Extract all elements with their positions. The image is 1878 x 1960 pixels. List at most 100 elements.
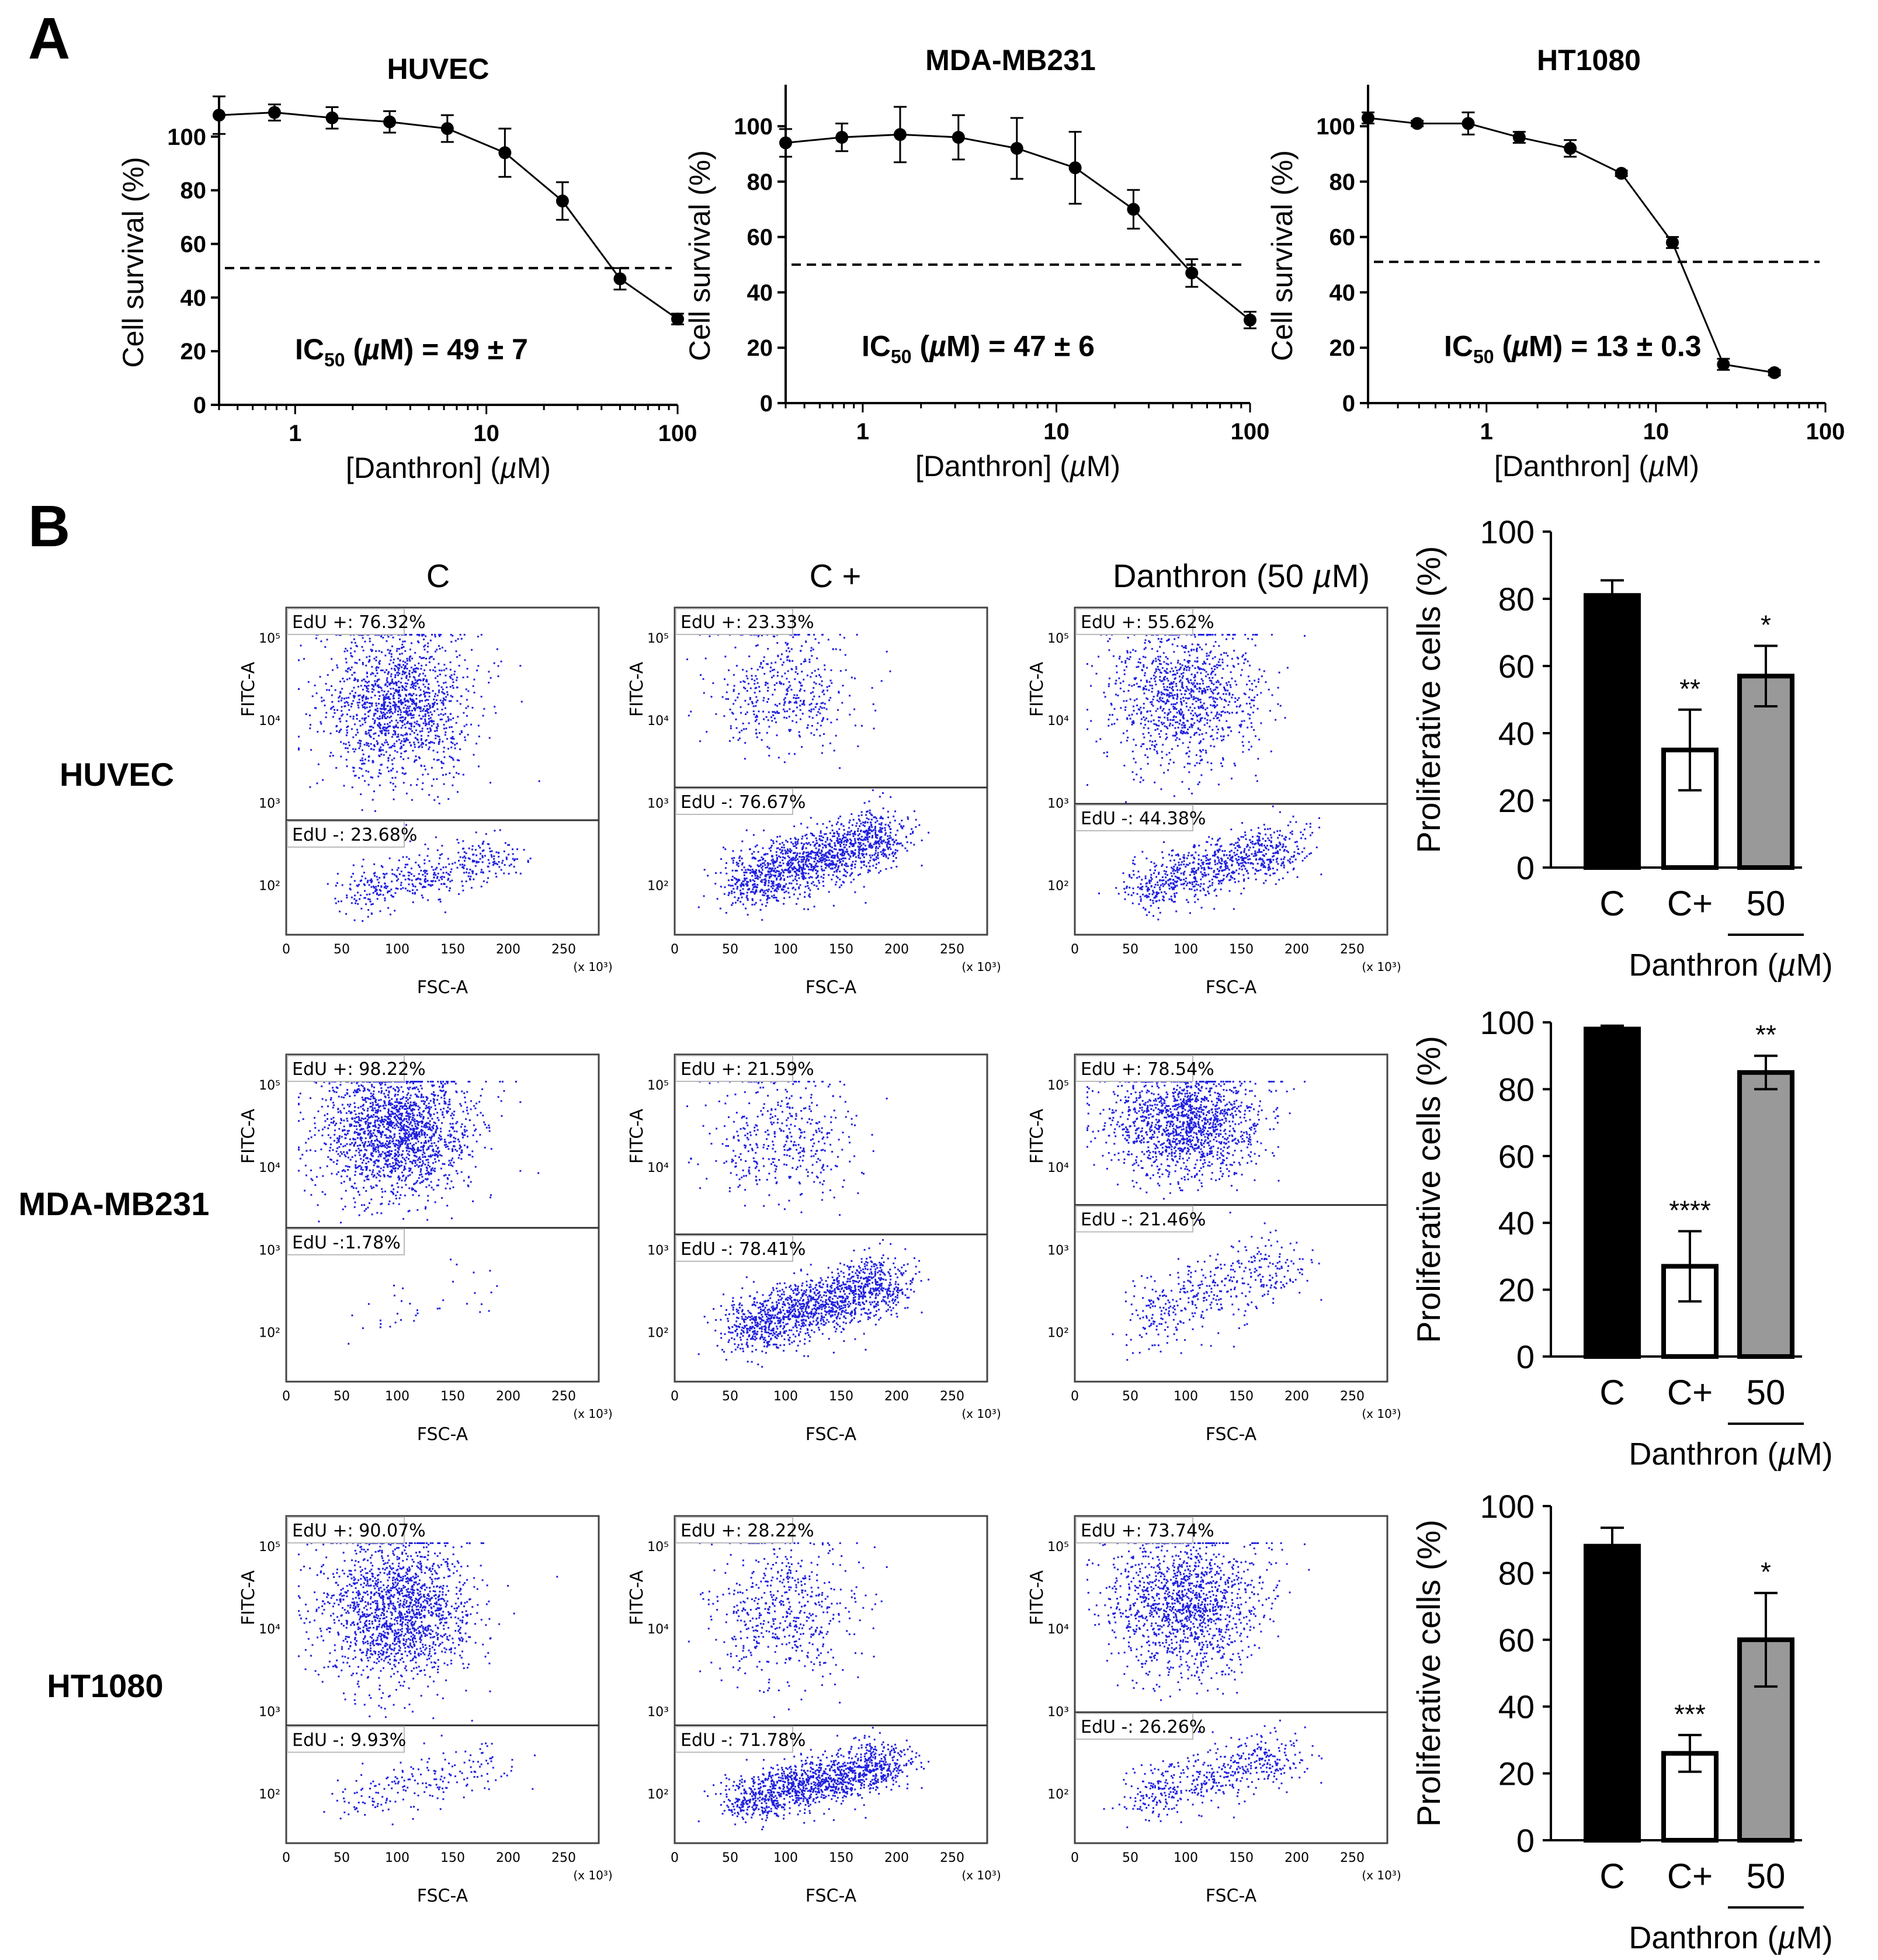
flow-dot xyxy=(854,724,856,727)
flow-dot xyxy=(450,695,452,697)
flow-dot xyxy=(1258,849,1260,851)
flow-dot xyxy=(400,755,402,758)
flow-dot xyxy=(763,854,765,856)
flow-dot xyxy=(445,696,447,698)
flow-dot xyxy=(787,887,789,889)
flow-dot xyxy=(1149,710,1151,712)
flow-dot xyxy=(477,665,480,667)
flow-dot xyxy=(761,889,763,891)
flow-dot xyxy=(429,730,432,732)
flow-dot xyxy=(358,747,360,750)
flow-dot xyxy=(353,638,355,640)
flow-dot xyxy=(1155,895,1158,897)
flow-dot xyxy=(754,692,756,694)
flow-dot xyxy=(1157,884,1159,886)
flow-dot xyxy=(421,727,423,730)
flow-dot xyxy=(754,679,756,682)
flow-dot xyxy=(372,684,374,686)
flow-dot xyxy=(850,873,852,875)
flow-dot xyxy=(794,868,797,870)
flow-dot xyxy=(704,657,707,660)
flow-dot xyxy=(895,843,898,845)
flow-dot xyxy=(298,748,300,751)
flow-dot xyxy=(443,727,446,730)
flow-dot xyxy=(850,881,852,883)
flow-dot xyxy=(401,716,403,718)
flow-dot xyxy=(797,841,799,843)
ic50-annotation: IC50 (µM) = 47 ± 6 xyxy=(862,329,1095,367)
flow-dot xyxy=(331,669,334,671)
flow-dot xyxy=(759,863,762,866)
flow-dot xyxy=(793,893,796,896)
flow-dot xyxy=(1248,717,1251,720)
flow-dot xyxy=(1256,780,1258,782)
flow-dot xyxy=(1243,865,1245,868)
flow-dot xyxy=(331,694,333,696)
flow-dot xyxy=(817,879,820,882)
flow-dot xyxy=(370,743,372,745)
flow-dot xyxy=(807,866,810,868)
flow-dot xyxy=(362,749,364,751)
flow-dot xyxy=(411,714,413,716)
flow-dot xyxy=(1133,873,1135,876)
flow-dot xyxy=(1178,869,1180,871)
flow-dot xyxy=(363,883,365,886)
flow-dot xyxy=(766,663,769,665)
flow-dot xyxy=(800,650,802,652)
flow-dot xyxy=(1245,702,1248,705)
flow-dot xyxy=(1283,838,1285,840)
flow-dot xyxy=(465,871,467,873)
flow-dot xyxy=(394,665,397,667)
flow-dot xyxy=(390,708,392,710)
x-tick-label: 200 xyxy=(496,942,520,957)
flow-dot xyxy=(392,636,394,639)
flow-dot xyxy=(874,852,877,854)
flow-dot xyxy=(409,699,412,701)
flow-dot xyxy=(409,634,411,636)
flow-dot xyxy=(846,841,848,844)
flow-dot xyxy=(852,832,854,835)
flow-dot xyxy=(1163,899,1165,901)
flow-dot xyxy=(783,869,786,871)
flow-dot xyxy=(736,887,738,890)
flow-dot xyxy=(413,671,415,673)
flow-dot xyxy=(1160,691,1162,693)
flow-dot xyxy=(379,660,381,662)
flow-dot xyxy=(407,713,409,716)
flow-dot xyxy=(723,847,725,849)
flow-dot xyxy=(1191,643,1193,646)
flow-dot xyxy=(441,876,443,878)
flow-dot xyxy=(870,856,872,859)
flow-dot xyxy=(423,880,426,883)
flow-dot xyxy=(1255,842,1257,845)
flow-dot xyxy=(359,767,361,769)
flow-dot xyxy=(419,878,422,880)
flow-dot xyxy=(443,756,446,758)
flow-dot xyxy=(783,872,785,874)
flow-dot xyxy=(780,852,782,854)
flow-dot xyxy=(403,740,405,743)
flow-dot xyxy=(907,818,910,820)
flow-dot xyxy=(915,826,917,828)
flow-dot xyxy=(1186,882,1189,884)
flow-dot xyxy=(822,854,824,856)
flow-dot xyxy=(819,734,821,737)
flow-dot xyxy=(878,843,880,845)
flow-dot xyxy=(389,706,391,708)
flow-dot xyxy=(783,699,785,701)
flow-dot xyxy=(379,695,381,697)
flow-dot xyxy=(385,727,387,730)
flow-dot xyxy=(822,744,824,747)
flow-dot xyxy=(773,896,776,899)
flow-dot xyxy=(897,842,899,844)
flow-dot xyxy=(372,799,374,801)
flow-dot xyxy=(898,823,901,825)
flow-dot xyxy=(478,765,480,768)
flow-dot xyxy=(878,862,880,864)
flow-dot xyxy=(1183,659,1186,661)
flow-dot xyxy=(1243,861,1245,863)
flow-dot xyxy=(1228,693,1231,696)
flow-dot xyxy=(433,742,435,744)
flow-dot xyxy=(853,708,856,710)
